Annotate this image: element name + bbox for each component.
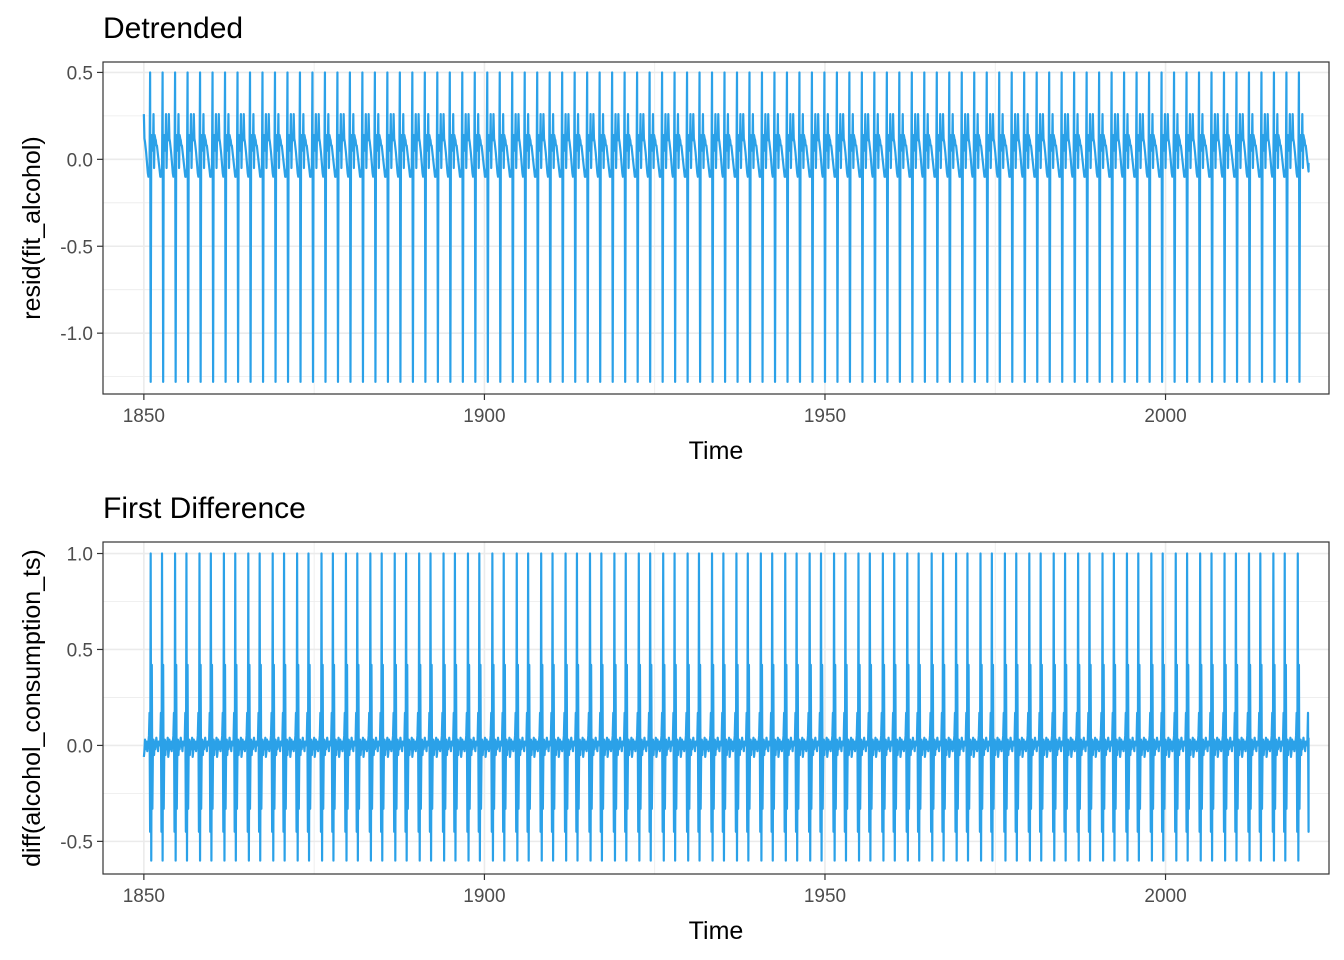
first-difference-x-tick-label: 2000 [1144,886,1186,907]
first-difference-y-tick-label: -0.5 [60,832,93,853]
detrended-x-tick-label: 1850 [123,406,165,427]
first-difference-y-axis-title: diff(alcohol_consumption_ts) [18,549,46,867]
detrended-panel-border [102,61,1330,395]
first-difference-y-tick-label: 0.5 [67,640,93,661]
first-difference-panel-border [102,541,1330,875]
first-difference-x-tick-label: 1850 [123,886,165,907]
detrended-y-tick-label: 0.5 [67,63,93,84]
first-difference-panel: First Difference 1850 1900 1950 2000 1.0 0.5 0… [18,492,1330,945]
detrended-x-tick-label: 2000 [1144,406,1186,427]
first-difference-x-tick-label: 1950 [804,886,846,907]
detrended-title: Detrended [103,12,243,45]
detrended-series [142,71,1310,383]
detrended-y-axis-title: resid(fit_alcohol) [18,136,46,319]
detrended-y-tick-label: 0.0 [67,150,93,171]
first-difference-series [142,552,1310,862]
detrended-panel: Detrended 1850 1900 1950 2000 0.5 0.0 -0.5 -1.0… [18,12,1330,465]
detrended-x-axis-title: Time [689,437,744,465]
first-difference-title: First Difference [103,492,306,525]
first-difference-x-tick-label: 1900 [463,886,505,907]
detrended-x-tick-label: 1900 [463,406,505,427]
first-difference-y-tick-label: 0.0 [67,736,93,757]
first-difference-ticks: 1850 1900 1950 2000 1.0 0.5 0.0 -0.5 [60,545,1186,907]
first-difference-y-tick-label: 1.0 [67,545,93,566]
detrended-series-line [142,71,1310,383]
detrended-ticks: 1850 1900 1950 2000 0.5 0.0 -0.5 -1.0 [60,63,1186,427]
detrended-y-tick-label: -1.0 [60,324,93,345]
first-difference-series-line [142,552,1310,862]
detrended-y-tick-label: -0.5 [60,237,93,258]
detrended-x-tick-label: 1950 [804,406,846,427]
first-difference-x-axis-title: Time [689,917,744,945]
